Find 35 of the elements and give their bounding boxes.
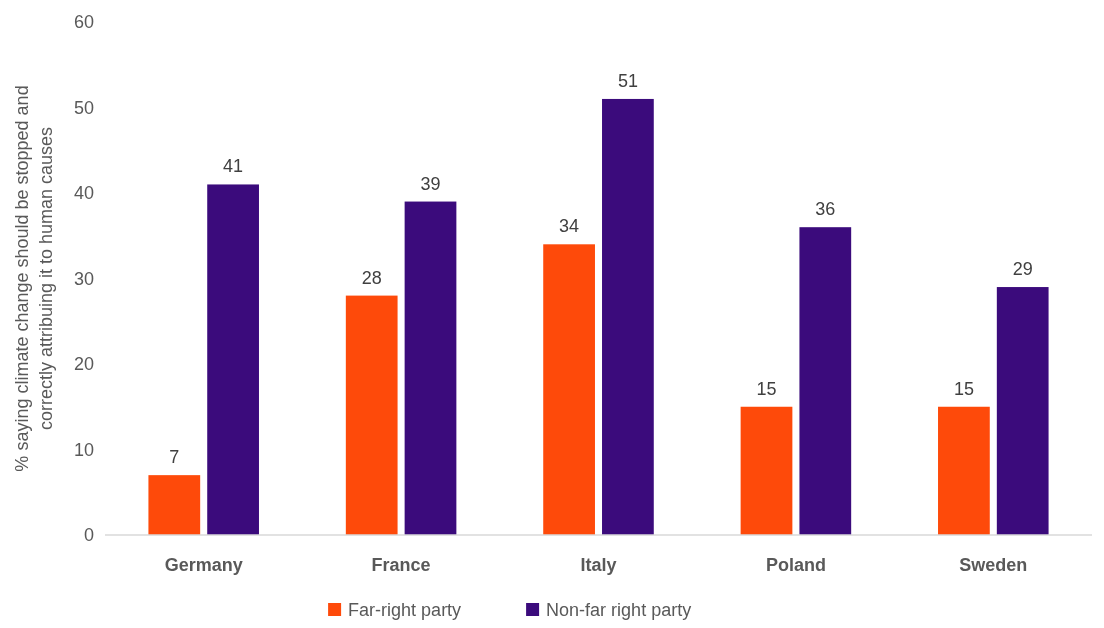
y-axis-title: % saying climate change should be stopped and correctly attribuing it to human causes	[12, 85, 56, 472]
data-label: 28	[361, 267, 382, 288]
data-label: 39	[420, 173, 441, 194]
y-tick-label: 20	[73, 354, 94, 375]
bar	[996, 287, 1049, 535]
bar	[207, 184, 259, 535]
data-label: 29	[1012, 259, 1033, 280]
x-tick-label: Italy	[580, 555, 617, 575]
bar	[938, 406, 990, 535]
bar	[602, 98, 654, 535]
legend-label: Non-far right party	[546, 600, 692, 621]
bar	[404, 201, 457, 535]
bar	[345, 295, 398, 535]
data-label: 15	[953, 378, 974, 399]
x-tick-label: Poland	[765, 555, 826, 575]
bar	[799, 227, 852, 535]
bar	[740, 406, 793, 535]
x-tick-label: Sweden	[959, 555, 1028, 575]
bar	[148, 475, 201, 535]
legend-label: Far-right party	[348, 600, 462, 621]
y-tick-label: 30	[73, 268, 94, 289]
y-tick-label: 50	[73, 97, 94, 118]
y-tick-label: 40	[73, 183, 94, 204]
data-label: 34	[559, 216, 580, 237]
x-tick-label: France	[371, 555, 431, 575]
y-tick-label: 0	[83, 525, 94, 546]
y-tick-label: 10	[73, 439, 94, 460]
data-label: 51	[617, 70, 638, 91]
data-label: 15	[756, 378, 777, 399]
data-label: 7	[169, 447, 180, 468]
y-tick-label: 60	[73, 12, 94, 33]
bar	[543, 244, 595, 535]
data-label: 36	[815, 199, 836, 220]
data-label: 41	[223, 156, 244, 177]
x-tick-label: Germany	[164, 555, 243, 575]
